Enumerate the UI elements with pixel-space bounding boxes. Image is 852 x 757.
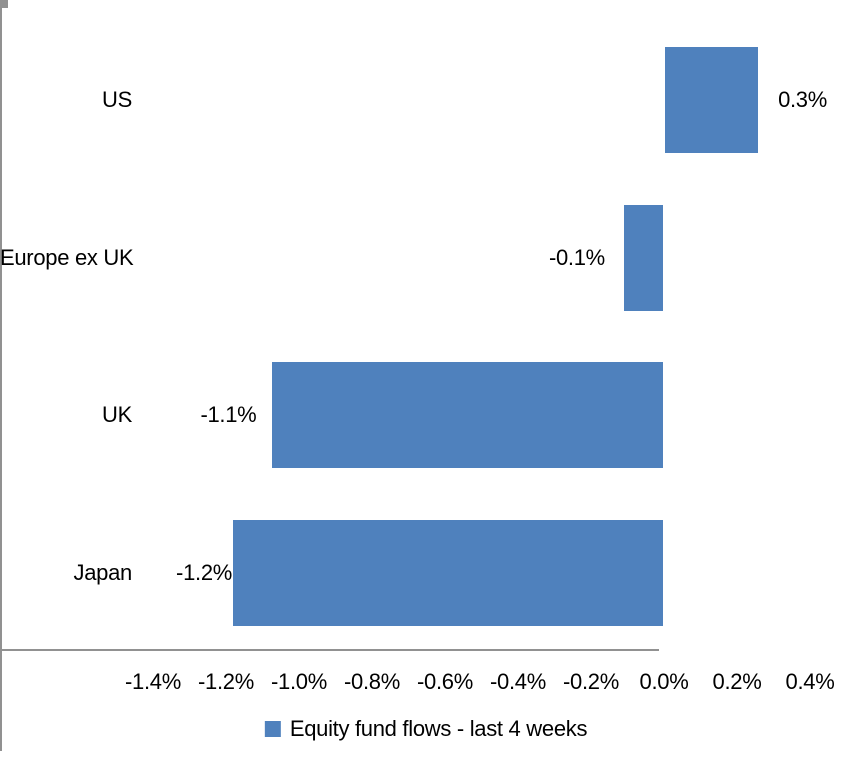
category-label: Japan <box>73 560 133 586</box>
x-axis-tick-label: -1.4% <box>125 669 181 694</box>
bar <box>233 520 663 627</box>
bar <box>272 362 663 469</box>
x-axis-line <box>0 649 659 651</box>
x-axis-tick-label: -0.2% <box>563 669 619 694</box>
x-axis-tick <box>0 671 2 681</box>
category-tick <box>0 2 8 4</box>
legend-label: Equity fund flows - last 4 weeks <box>289 716 588 741</box>
x-axis-tick <box>0 721 2 731</box>
zero-axis-line <box>0 8 2 649</box>
category-tick <box>0 4 8 6</box>
x-axis-tick-label: -1.2% <box>198 669 254 694</box>
x-axis-tick-label: 0.2% <box>712 669 762 694</box>
x-axis-tick-label: -0.4% <box>490 669 546 694</box>
x-axis-tick-label: -1.0% <box>271 669 327 694</box>
data-label: 0.3% <box>778 86 828 112</box>
x-axis-tick-label: -0.6% <box>417 669 473 694</box>
x-axis-tick <box>0 681 2 691</box>
x-axis-tick <box>0 701 2 711</box>
x-axis-tick <box>0 661 2 671</box>
x-axis-tick <box>0 651 2 661</box>
legend-swatch <box>264 721 281 737</box>
data-label: -1.1% <box>200 402 257 428</box>
x-axis-tick <box>0 731 2 741</box>
x-axis-tick <box>0 741 2 751</box>
category-tick <box>0 0 8 2</box>
x-axis-tick <box>0 711 2 721</box>
bar <box>665 46 759 153</box>
category-label: UK <box>102 402 132 428</box>
category-label: Europe ex UK <box>0 244 134 270</box>
bar <box>623 204 663 311</box>
category-label: US <box>102 86 132 112</box>
data-label: -1.2% <box>176 560 233 586</box>
category-tick <box>0 6 8 8</box>
x-axis-tick-label: -0.8% <box>344 669 400 694</box>
x-axis-tick <box>0 691 2 701</box>
x-axis-tick-label: 0.0% <box>639 669 689 694</box>
x-axis-tick-label: 0.4% <box>785 669 835 694</box>
data-label: -0.1% <box>548 244 605 270</box>
legend: Equity fund flows - last 4 weeks <box>264 715 588 743</box>
